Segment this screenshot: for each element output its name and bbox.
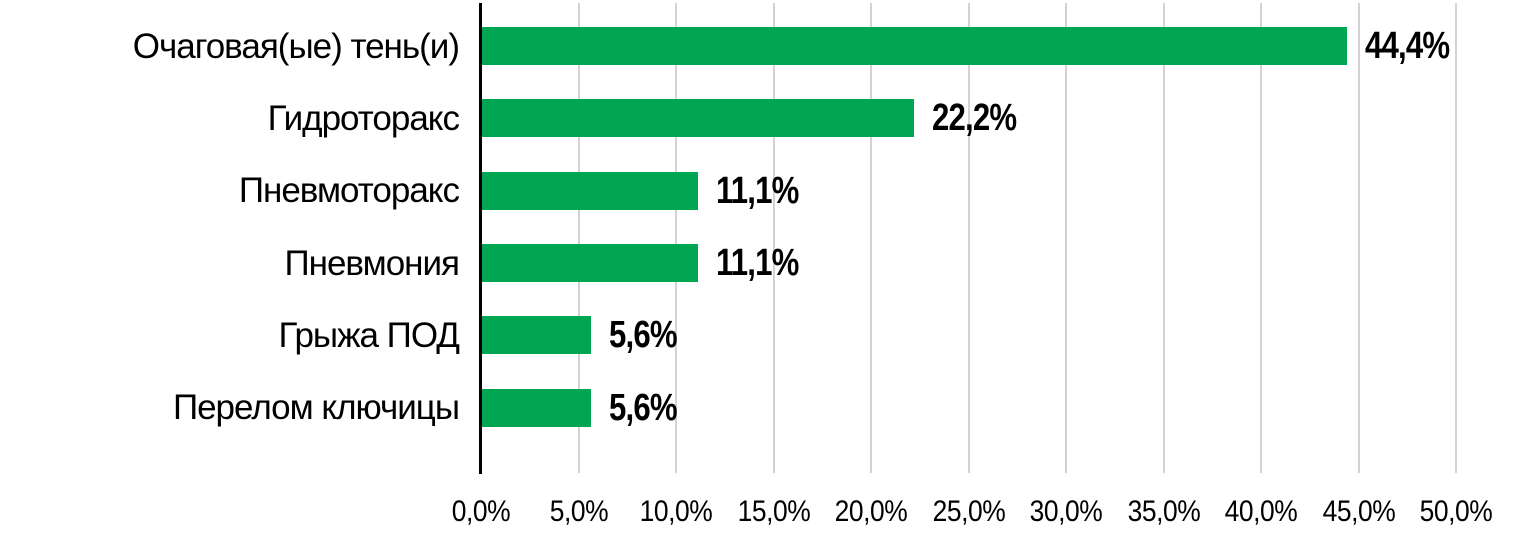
bar-track: 5,6% — [482, 299, 1456, 371]
bar — [482, 171, 699, 210]
value-label: 5,6% — [609, 314, 678, 357]
x-axis-tick-label: 0,0% — [451, 495, 511, 528]
category-axis-line — [479, 3, 482, 474]
bar-track: 44,4% — [482, 10, 1456, 82]
bar-track: 11,1% — [482, 155, 1456, 227]
gridline — [675, 3, 677, 473]
gridline — [1162, 3, 1165, 473]
category-label: Перелом ключицы — [172, 388, 460, 428]
x-axis-tick-label: 45,0% — [1322, 495, 1395, 528]
chart-row: Очаговая(ые) тень(и) 44,4% — [0, 10, 1456, 82]
x-axis-tick-label: 40,0% — [1224, 495, 1298, 528]
value-label: 22,2% — [932, 97, 1017, 140]
bar — [482, 244, 699, 283]
chart-row: Пневмоторакс 11,1% — [0, 155, 1456, 227]
value-label: 5,6% — [609, 386, 678, 429]
bar-track: 11,1% — [482, 227, 1456, 299]
value-label: 11,1% — [716, 242, 799, 285]
x-axis-tick-label: 20,0% — [834, 495, 908, 528]
value-label: 11,1% — [716, 169, 799, 212]
value-label: 44,4% — [1364, 25, 1450, 68]
bar-track: 22,2% — [482, 82, 1456, 154]
bar — [482, 27, 1347, 66]
gridline — [870, 3, 872, 473]
gridline — [1455, 3, 1457, 473]
gridline — [1357, 3, 1360, 473]
x-axis-tick-label: 10,0% — [639, 495, 713, 528]
gridline — [772, 3, 775, 473]
chart-rows: Очаговая(ые) тень(и) 44,4% Гидроторакс 22,2… — [0, 10, 1456, 444]
chart-row: Пневмония 11,1% — [0, 227, 1456, 299]
category-label: Очаговая(ые) тень(и) — [132, 26, 460, 66]
x-axis-tick-label: 25,0% — [932, 495, 1005, 528]
category-label: Пневмония — [284, 243, 460, 283]
gridline — [1065, 3, 1067, 473]
chart-row: Грыжа ПОД 5,6% — [0, 299, 1456, 371]
bar — [482, 388, 592, 427]
chart-row: Перелом ключицы 5,6% — [0, 372, 1456, 444]
bar-track: 5,6% — [482, 372, 1456, 444]
gridline — [967, 3, 970, 473]
bar — [482, 316, 592, 355]
x-axis-tick-label: 30,0% — [1029, 495, 1103, 528]
gridline — [1260, 3, 1262, 473]
x-axis-tick-label: 35,0% — [1127, 495, 1200, 528]
category-label: Пневмоторакс — [238, 171, 460, 211]
bar — [482, 99, 915, 138]
x-axis-tick-label: 50,0% — [1419, 495, 1493, 528]
x-axis-tick-label: 5,0% — [549, 495, 608, 528]
category-label: Гидроторакс — [267, 98, 460, 138]
chart-row: Гидроторакс 22,2% — [0, 82, 1456, 154]
gridline — [577, 3, 580, 473]
x-axis-tick-label: 15,0% — [737, 495, 810, 528]
category-label: Грыжа ПОД — [278, 315, 460, 355]
